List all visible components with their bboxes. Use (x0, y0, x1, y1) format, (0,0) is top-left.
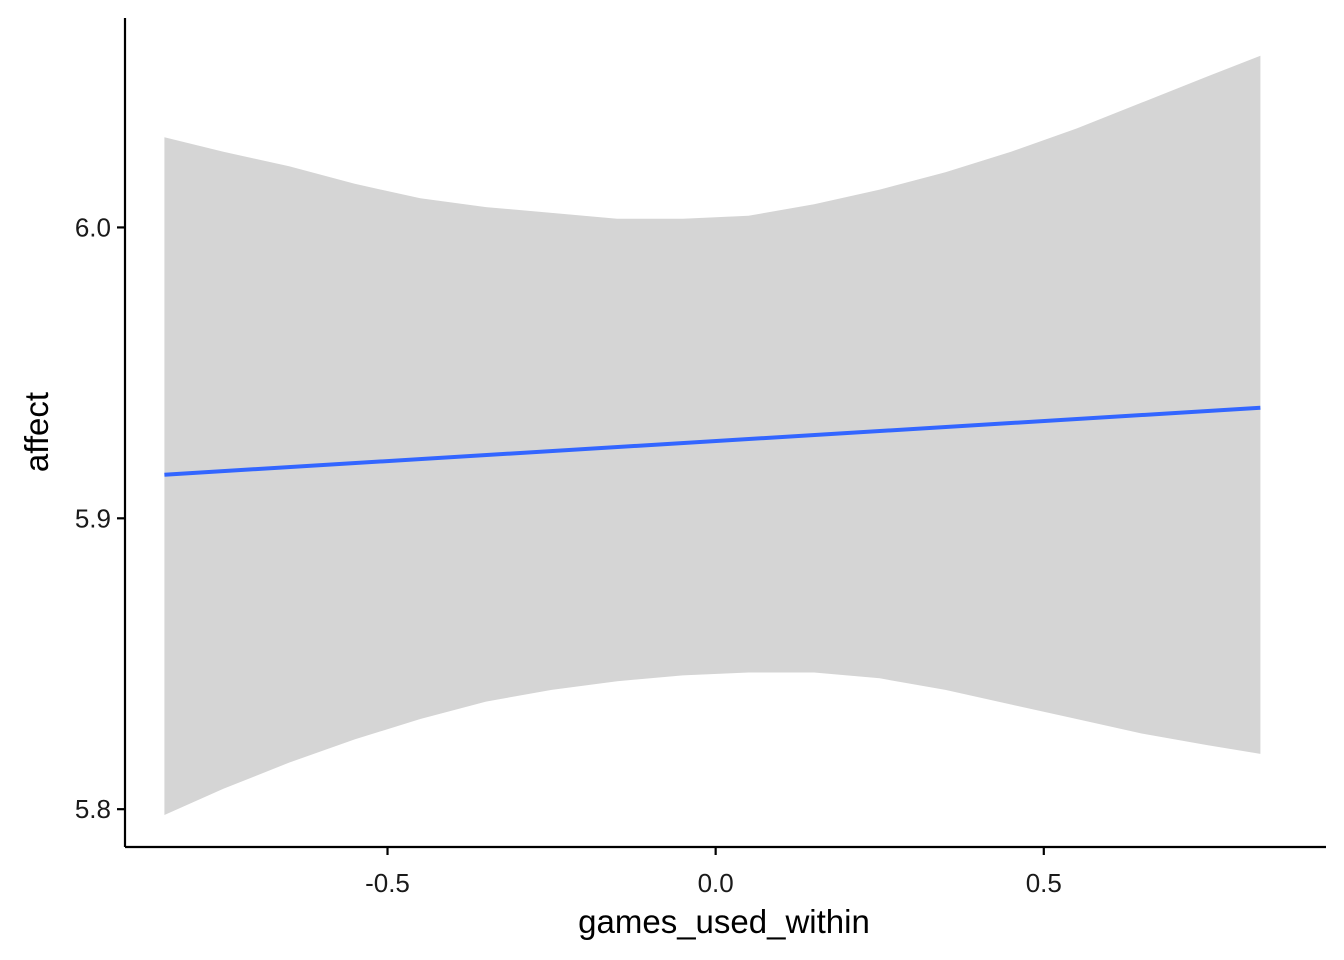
x-tick-label: -0.5 (365, 868, 410, 898)
fit-line (164, 405, 1261, 477)
confidence-band (164, 55, 1261, 816)
x-axis-title: games_used_within (578, 903, 870, 940)
y-tick-label: 5.8 (75, 794, 111, 824)
y-tick-label: 6.0 (75, 212, 111, 242)
confidence-band-layer (164, 55, 1261, 816)
y-tick-label: 5.9 (75, 503, 111, 533)
axes: -0.5 0.0 0.5 5.8 5.9 6.0 (75, 18, 1326, 898)
y-axis-title: affect (18, 392, 55, 472)
x-tick-label: 0.5 (1026, 868, 1062, 898)
x-tick-label: 0.0 (698, 868, 734, 898)
fit-line-layer (164, 405, 1261, 477)
